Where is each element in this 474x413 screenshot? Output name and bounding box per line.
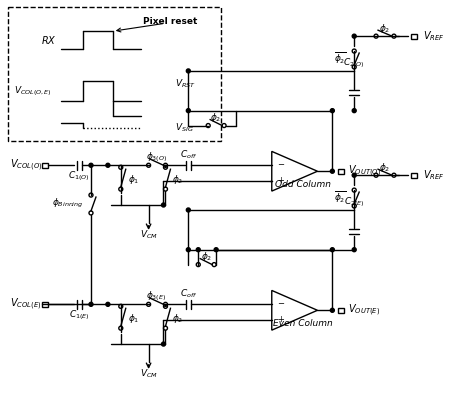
Text: $V_{REF}$: $V_{REF}$	[423, 169, 445, 182]
Circle shape	[186, 69, 191, 73]
Text: $V_{RST}$: $V_{RST}$	[175, 78, 196, 90]
Text: $\phi_{Binning}$: $\phi_{Binning}$	[52, 197, 83, 209]
Circle shape	[186, 248, 191, 252]
Circle shape	[186, 109, 191, 113]
Circle shape	[352, 248, 356, 252]
Bar	[338, 308, 344, 313]
Text: $\phi_2$: $\phi_2$	[173, 312, 184, 325]
Text: $\phi_2$: $\phi_2$	[173, 173, 184, 186]
Circle shape	[352, 109, 356, 113]
Circle shape	[352, 173, 356, 177]
Text: Even Column: Even Column	[273, 319, 332, 328]
Text: $\overline{\phi_2}$: $\overline{\phi_2}$	[334, 50, 346, 66]
Text: $C_{2(O)}$: $C_{2(O)}$	[343, 56, 365, 70]
Circle shape	[196, 248, 200, 252]
Text: $+$: $+$	[277, 314, 285, 324]
Bar	[411, 173, 417, 178]
Text: $V_{CM}$: $V_{CM}$	[140, 368, 157, 380]
Text: Pixel reset: Pixel reset	[143, 17, 198, 26]
Circle shape	[162, 342, 165, 346]
Text: $+$: $+$	[277, 175, 285, 185]
Bar	[42, 163, 48, 168]
Text: $\phi_2$: $\phi_2$	[379, 22, 391, 35]
Text: $V_{OUT(E)}$: $V_{OUT(E)}$	[348, 303, 381, 318]
Text: $-$: $-$	[277, 158, 285, 167]
Circle shape	[89, 302, 93, 306]
Text: $\phi_1$: $\phi_1$	[128, 312, 139, 325]
Circle shape	[352, 34, 356, 38]
Circle shape	[106, 163, 110, 167]
Bar	[42, 302, 48, 307]
Text: $C_{off}$: $C_{off}$	[180, 287, 197, 300]
Text: $V_{OUT(O)}$: $V_{OUT(O)}$	[348, 164, 382, 179]
Text: $C_{off}$: $C_{off}$	[180, 148, 197, 161]
Bar	[411, 34, 417, 39]
Bar	[8, 7, 221, 141]
Text: $V_{CM}$: $V_{CM}$	[140, 228, 157, 241]
Text: $\phi_{3(E)}$: $\phi_{3(E)}$	[146, 290, 167, 303]
Text: $\phi_2$: $\phi_2$	[379, 161, 391, 174]
Text: $\phi_2$: $\phi_2$	[210, 111, 222, 124]
Circle shape	[330, 248, 334, 252]
Circle shape	[186, 208, 191, 212]
Circle shape	[330, 169, 334, 173]
Bar	[338, 169, 344, 174]
Text: $\phi_1$: $\phi_1$	[128, 173, 139, 186]
Text: $V_{COL(O)}$: $V_{COL(O)}$	[9, 158, 42, 173]
Circle shape	[106, 302, 110, 306]
Circle shape	[214, 248, 218, 252]
Text: $RX$: $RX$	[41, 34, 57, 46]
Text: $\phi_2$: $\phi_2$	[201, 250, 212, 263]
Text: Odd Column: Odd Column	[274, 180, 330, 189]
Text: $V_{COL(E)}$: $V_{COL(E)}$	[9, 297, 41, 312]
Text: $C_{1(E)}$: $C_{1(E)}$	[69, 309, 90, 322]
Text: $V_{SIG}$: $V_{SIG}$	[175, 121, 194, 134]
Circle shape	[89, 163, 93, 167]
Circle shape	[330, 109, 334, 113]
Text: $\overline{\phi_2}$: $\overline{\phi_2}$	[334, 189, 346, 205]
Text: $V_{REF}$: $V_{REF}$	[423, 29, 445, 43]
Text: $-$: $-$	[277, 297, 285, 306]
Text: $C_{2(E)}$: $C_{2(E)}$	[344, 195, 365, 209]
Text: $\phi_{3(O)}$: $\phi_{3(O)}$	[146, 150, 167, 164]
Circle shape	[330, 309, 334, 312]
Text: $V_{COL(O,E)}$: $V_{COL(O,E)}$	[14, 84, 51, 98]
Circle shape	[162, 203, 165, 207]
Text: $C_{1(O)}$: $C_{1(O)}$	[68, 169, 90, 183]
